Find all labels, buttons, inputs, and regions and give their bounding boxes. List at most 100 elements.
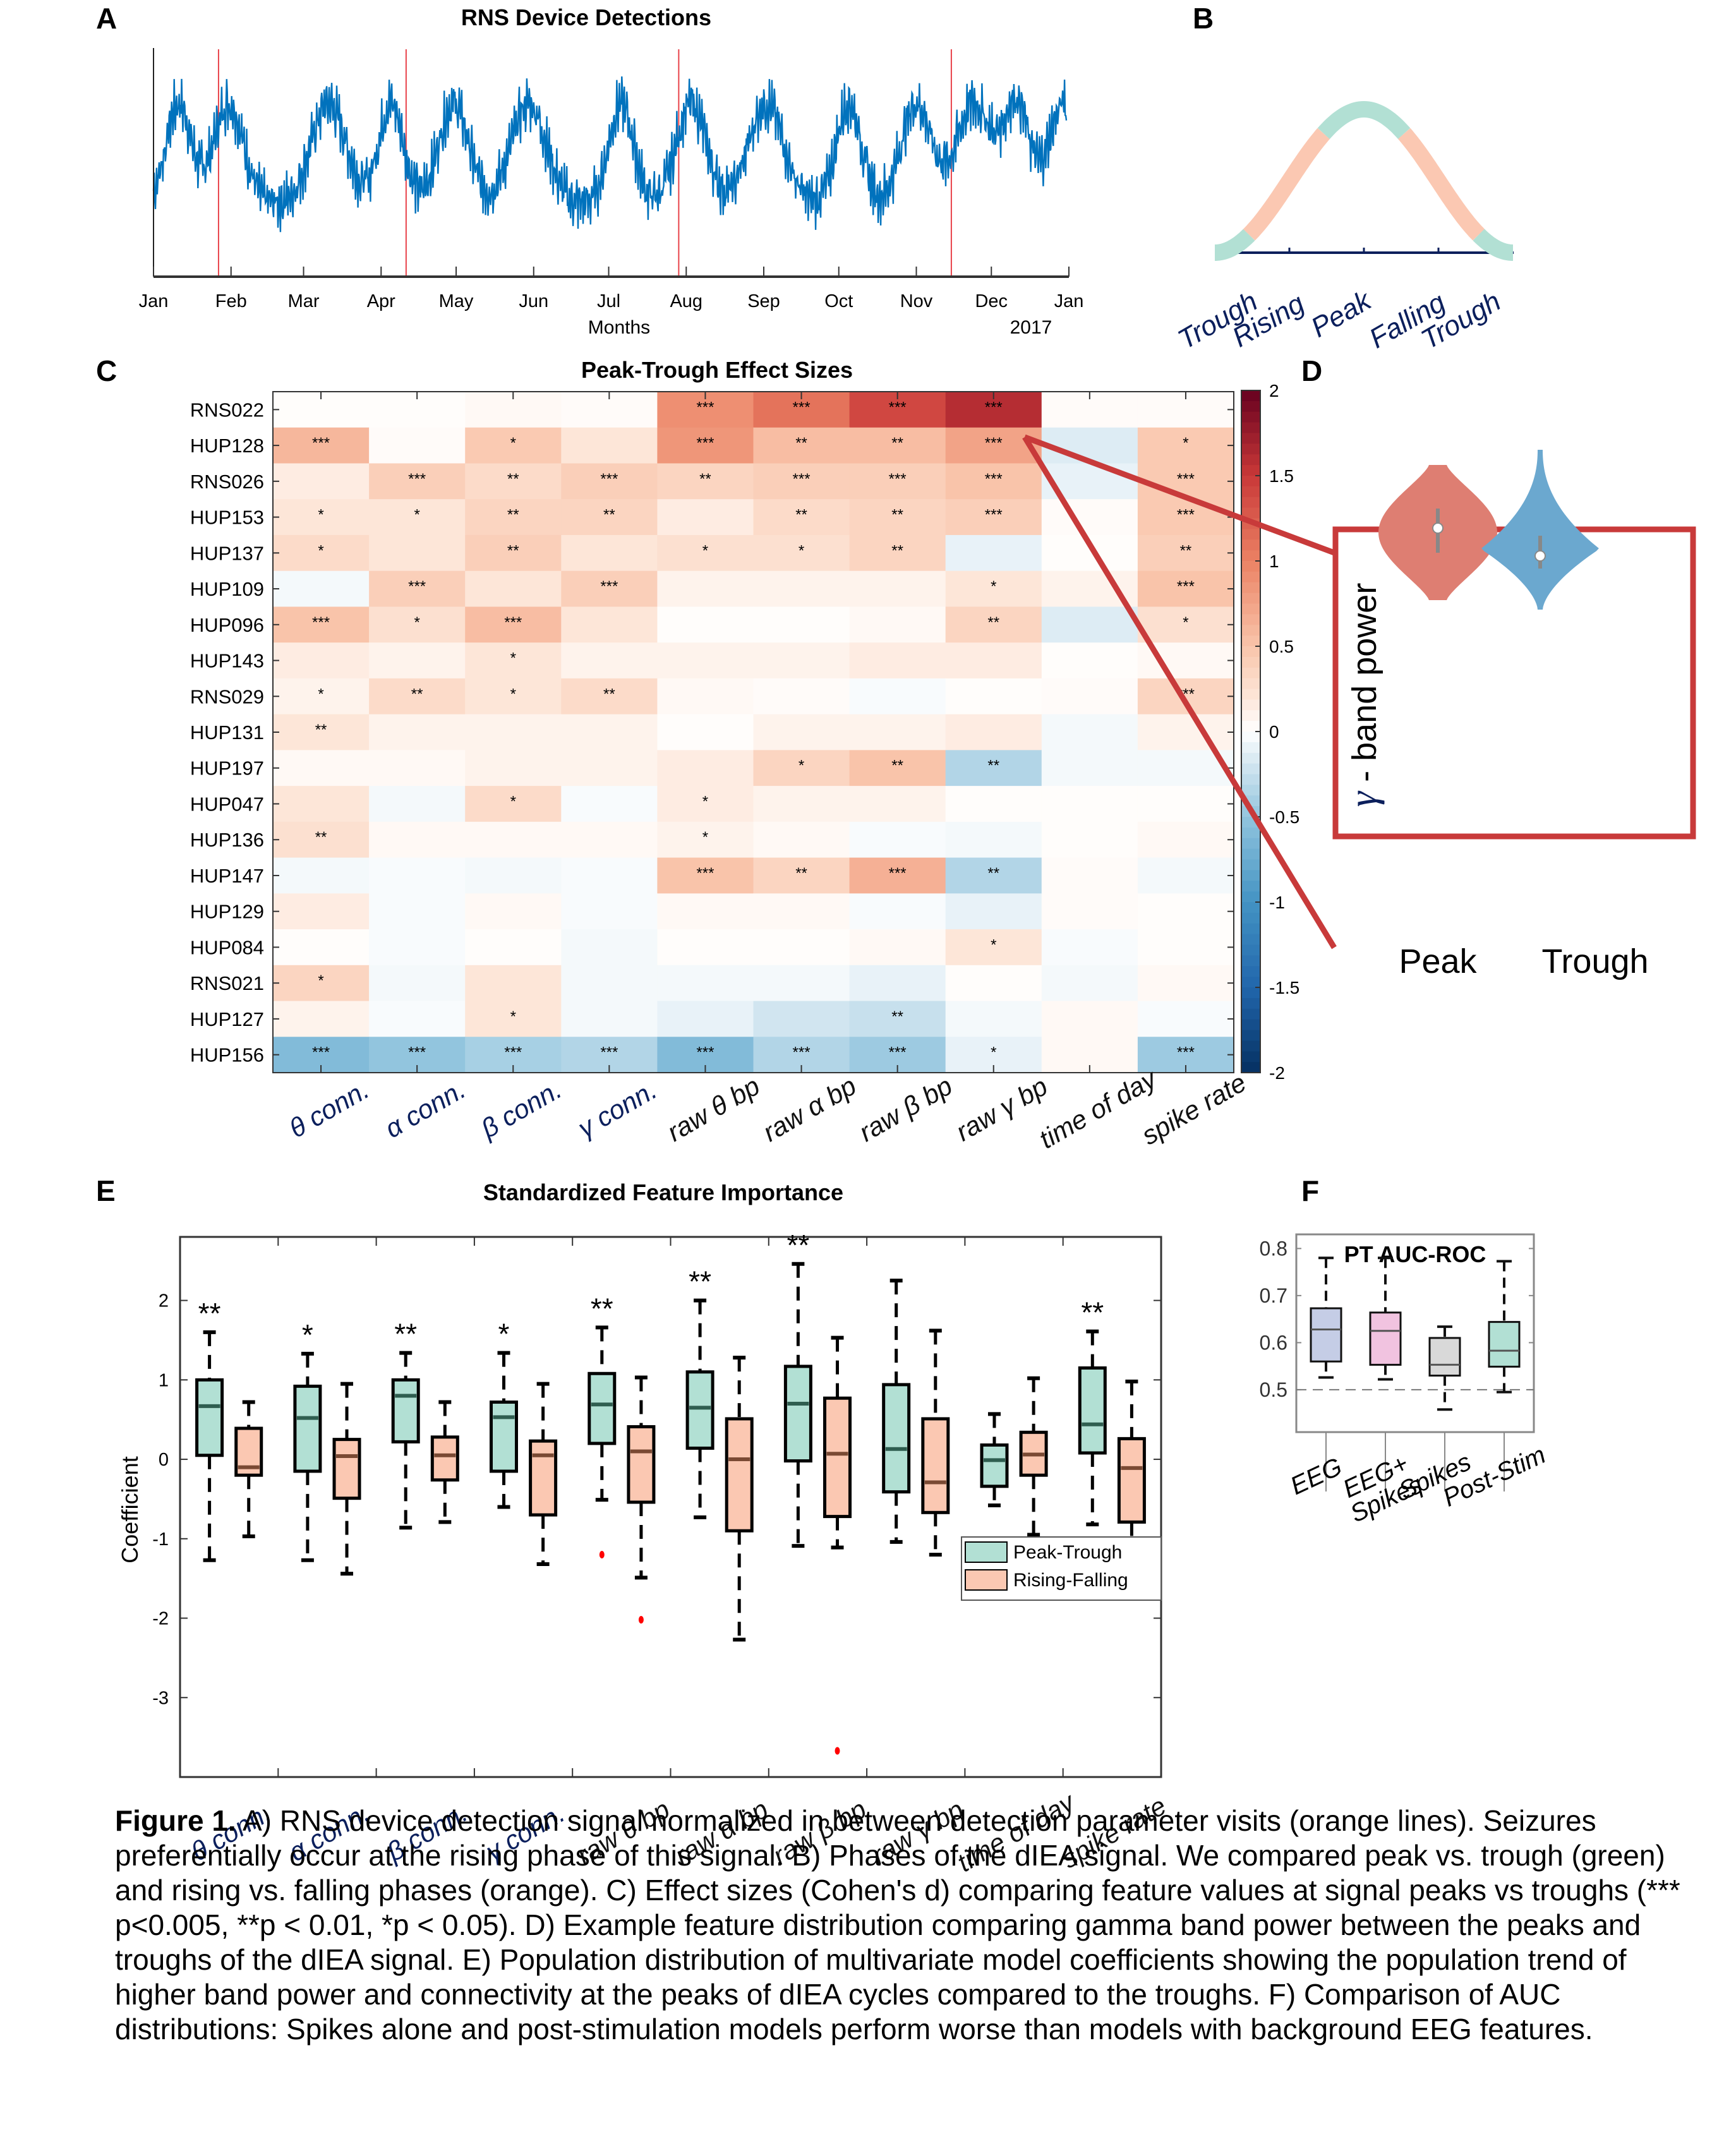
heatmap-cell <box>753 606 850 643</box>
heatmap-cell <box>657 606 754 643</box>
heatmap-cell <box>1137 606 1234 643</box>
colorbar-tick-label: 1.5 <box>1269 466 1294 486</box>
x-tick-label: Jan <box>1054 291 1084 311</box>
heatmap-cell <box>369 929 466 966</box>
significance-marker: ** <box>699 471 711 488</box>
callout-lines <box>1022 434 1337 949</box>
heatmap-cell <box>753 857 850 894</box>
colorbar-segment <box>1241 870 1260 881</box>
significance-marker: * <box>302 1318 313 1351</box>
heatmap-cell <box>849 893 946 930</box>
rising-falling-phase-segment <box>1243 128 1330 241</box>
significance-marker: * <box>991 1044 996 1061</box>
significance-marker: *** <box>408 578 426 595</box>
peak-trough-box <box>588 1371 617 1445</box>
patient-label: HUP137 <box>190 542 264 564</box>
auc-box <box>1428 1337 1461 1377</box>
violin-label-trough: Trough <box>1541 943 1648 980</box>
significance-marker: *** <box>793 1044 811 1061</box>
y-tick-label: 0.5 <box>1260 1378 1287 1401</box>
x-tick-label: Jul <box>597 291 620 311</box>
heatmap-cell <box>465 821 562 859</box>
heatmap-cell <box>369 427 466 464</box>
heatmap-cell <box>273 463 370 500</box>
heatmap-cell <box>1041 857 1138 894</box>
heatmap-cell <box>945 1001 1042 1037</box>
heatmap-cell <box>849 965 946 1002</box>
heatmap-cell <box>369 678 466 715</box>
heatmap-cell <box>657 534 754 572</box>
x-axis-label: Months <box>588 317 650 338</box>
colorbar-tick-label: -0.5 <box>1269 807 1299 827</box>
colorbar-segment <box>1241 625 1260 636</box>
patient-label: RNS021 <box>190 972 264 994</box>
patient-label: HUP156 <box>190 1044 264 1066</box>
significance-marker: * <box>702 793 708 810</box>
violin-y-label: γ - band power <box>1342 583 1385 807</box>
significance-marker: *** <box>312 435 330 452</box>
heatmap-cell <box>465 857 562 894</box>
legend-label: Rising-Falling <box>1013 1570 1128 1591</box>
feature-label: raw γ bp <box>951 1071 1052 1147</box>
significance-marker: ** <box>689 1265 711 1298</box>
significance-marker: *** <box>793 399 811 416</box>
heatmap-cell <box>369 714 466 750</box>
colorbar-tick-label: -2 <box>1269 1063 1285 1083</box>
colorbar-segment <box>1241 881 1260 892</box>
heatmap-cell <box>561 857 658 894</box>
heatmap-cell <box>561 463 658 500</box>
colorbar-segment <box>1241 656 1260 668</box>
colorbar-segment <box>1241 646 1260 658</box>
heatmap-cell <box>273 965 370 1002</box>
x-tick-label: Jan <box>139 291 169 311</box>
significance-marker: ** <box>315 721 327 738</box>
model-label-line: EEG <box>1286 1452 1346 1500</box>
heatmap-cell <box>1041 499 1138 536</box>
heatmap-cell <box>465 750 562 786</box>
heatmap-cell <box>849 606 946 643</box>
significance-marker: *** <box>889 399 907 416</box>
colorbar-segment <box>1241 997 1260 1009</box>
heatmap-cell <box>945 642 1042 679</box>
heatmap-cell <box>1137 857 1234 894</box>
significance-marker: * <box>510 685 516 702</box>
significance-marker: *** <box>889 471 907 488</box>
x-tick-label: Apr <box>367 291 395 311</box>
patient-label: RNS022 <box>190 399 264 421</box>
panel-a-title: RNS Device Detections <box>461 4 711 30</box>
significance-marker: * <box>414 614 419 631</box>
heatmap-cell <box>657 714 754 750</box>
heatmap-cell <box>1137 534 1234 572</box>
auc-box <box>1369 1311 1402 1366</box>
heatmap-cell <box>1041 678 1138 715</box>
colorbar-segment <box>1241 561 1260 572</box>
colorbar-segment <box>1241 486 1260 498</box>
significance-marker: ** <box>891 542 903 559</box>
colorbar-segment <box>1241 1008 1260 1020</box>
plot-frame <box>1295 1233 1535 1433</box>
heatmap-cell <box>465 427 562 464</box>
feature-label: raw α bp <box>758 1071 862 1148</box>
colorbar-segment <box>1241 1051 1260 1063</box>
peak-trough-box <box>1078 1366 1107 1455</box>
significance-marker: *** <box>312 1044 330 1061</box>
colorbar-segment <box>1241 507 1260 519</box>
heatmap-cell <box>465 714 562 750</box>
violin-label-peak: Peak <box>1399 943 1477 980</box>
significance-marker: *** <box>408 471 426 488</box>
colorbar-segment <box>1241 987 1260 999</box>
feature-label: time of day <box>1034 1063 1163 1154</box>
heatmap-cell <box>465 499 562 536</box>
legend-swatch <box>965 1541 1008 1563</box>
feature-label: γ conn. <box>573 1075 662 1143</box>
plot-frame <box>179 1236 1162 1778</box>
colorbar-segment <box>1241 411 1260 423</box>
significance-marker: ** <box>987 614 999 631</box>
significance-marker: * <box>702 829 708 846</box>
colorbar-segment <box>1241 1019 1260 1031</box>
panel-c-title: Peak-Trough Effect Sizes <box>581 357 853 383</box>
heatmap-cell <box>1137 965 1234 1002</box>
significance-marker: *** <box>504 614 522 631</box>
heatmap-cell <box>465 786 562 822</box>
heatmap-cell <box>945 965 1042 1002</box>
